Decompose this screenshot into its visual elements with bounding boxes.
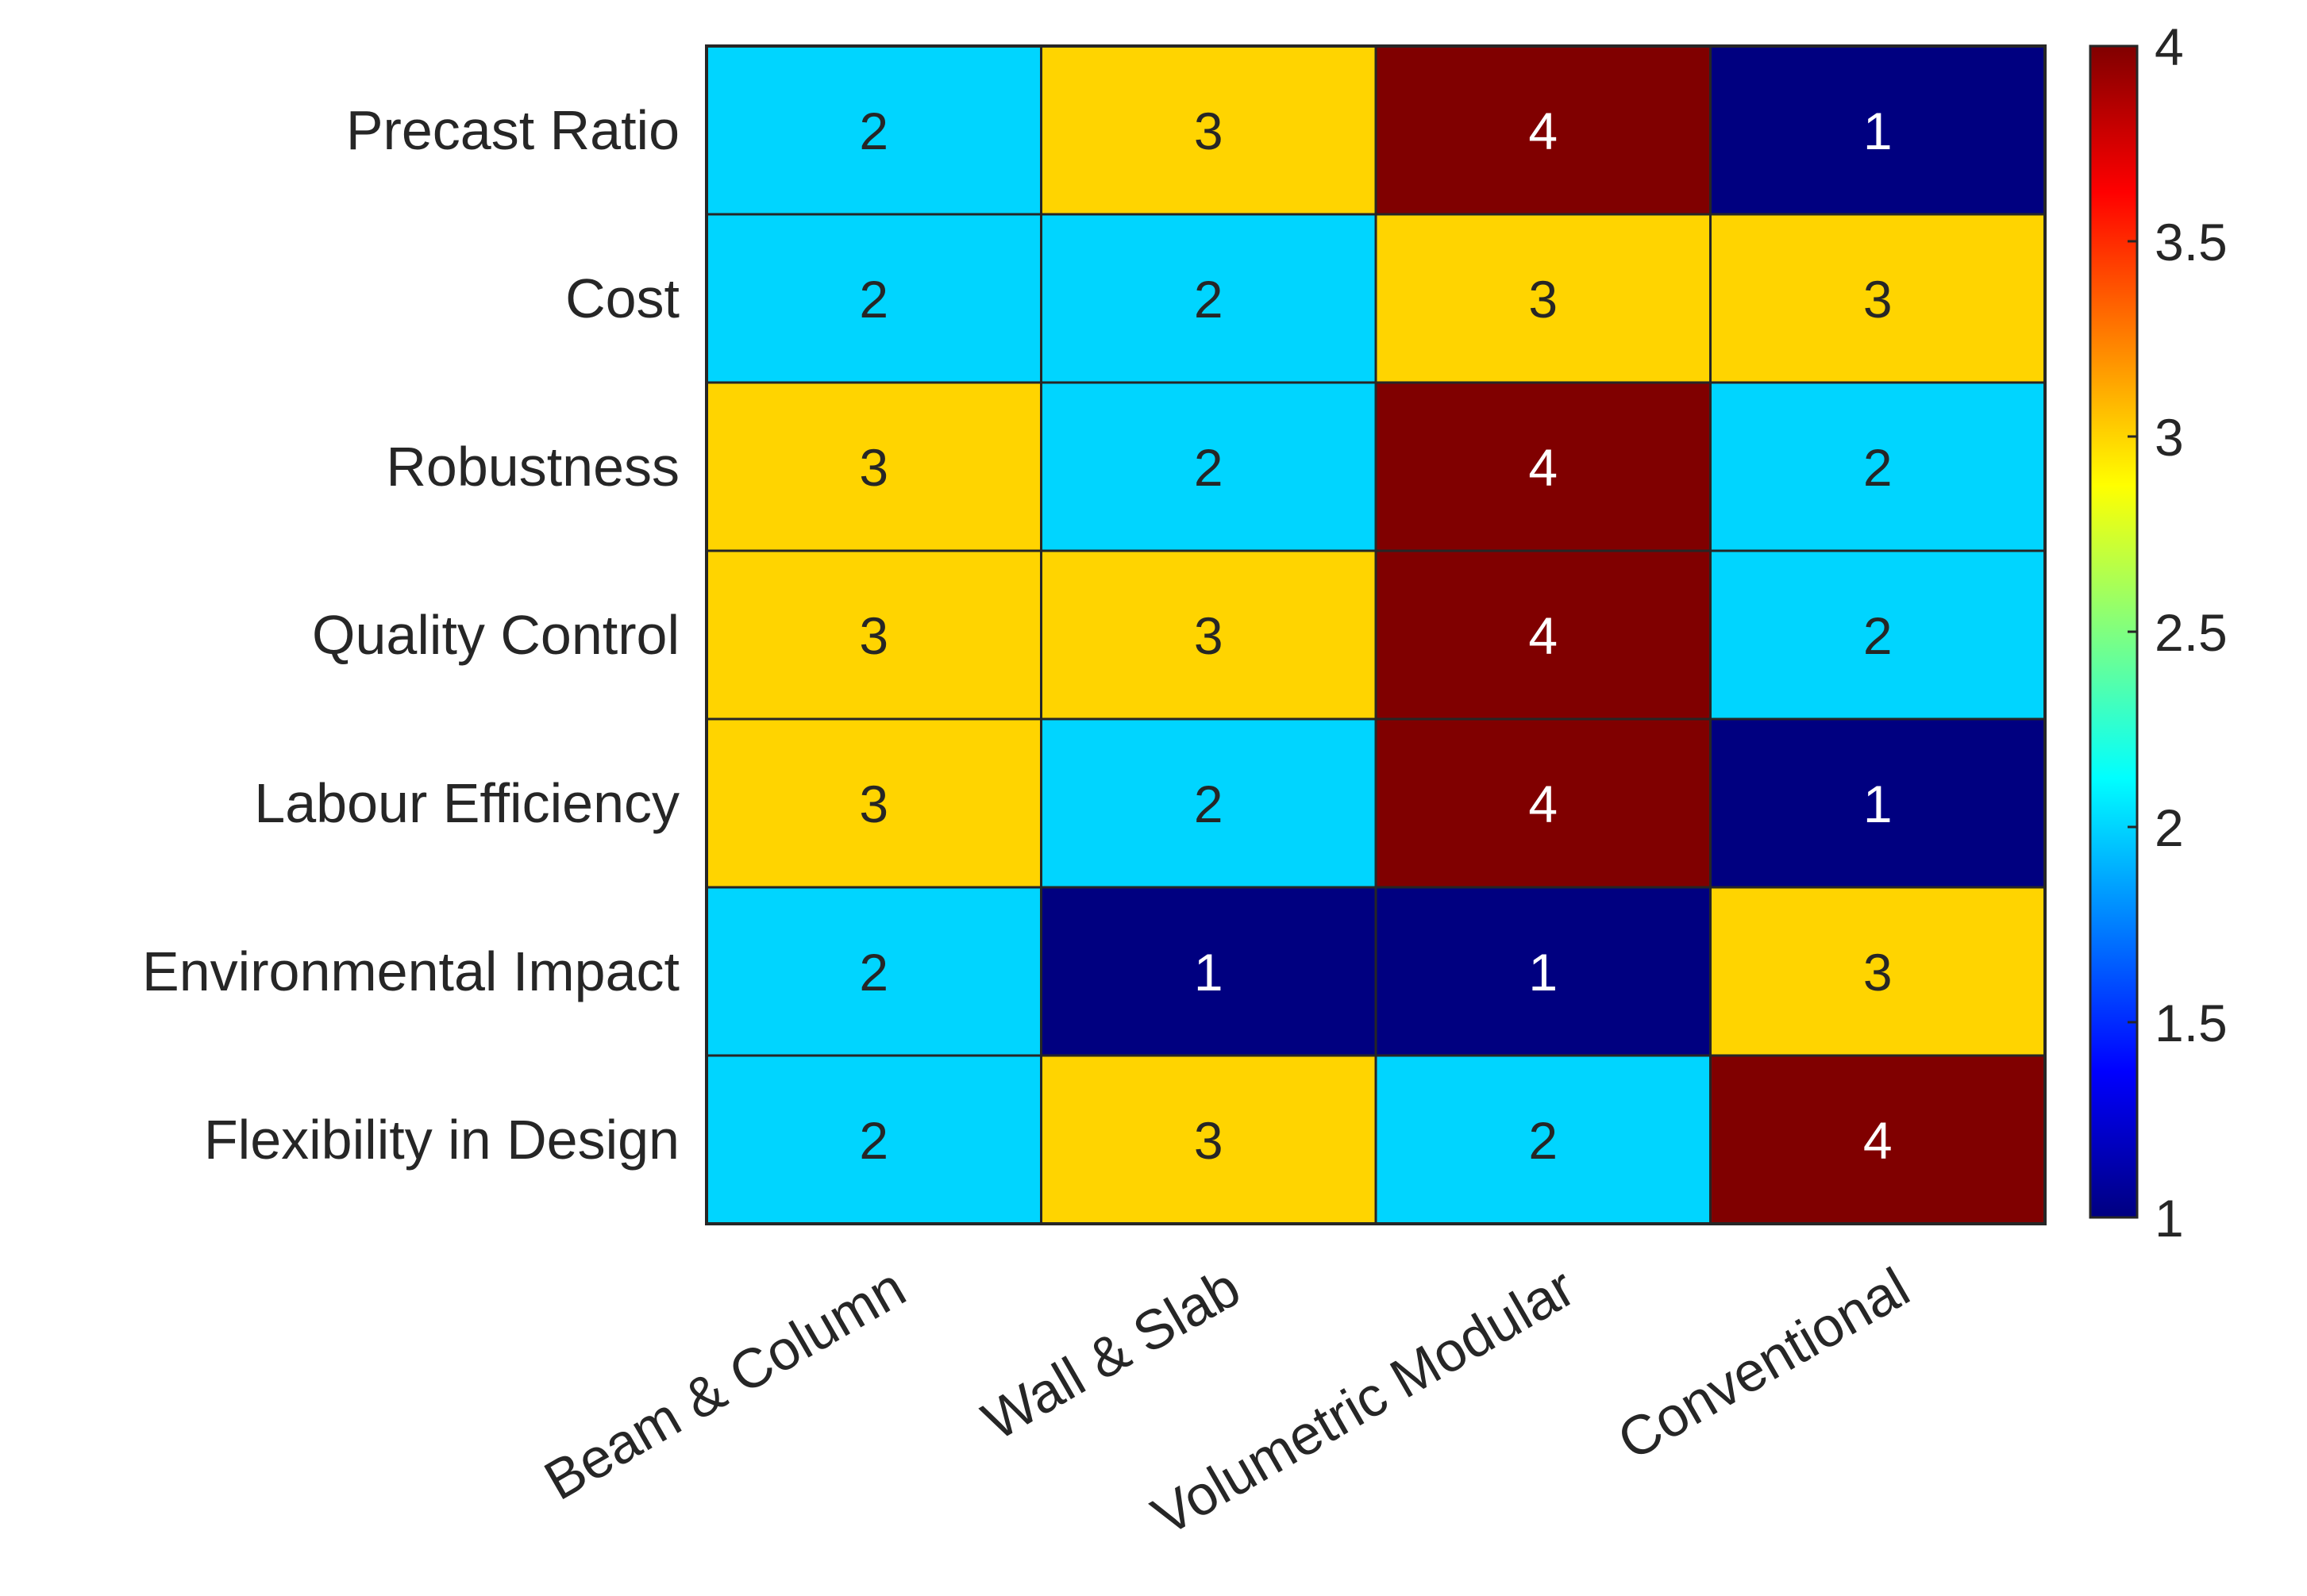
colorbar: 1 1.5 2 2.5 3 3.5 4 xyxy=(2089,17,2228,1248)
heatmap-cell xyxy=(705,213,1042,384)
heatmap-cell xyxy=(705,717,1042,889)
heatmap-cell xyxy=(1709,44,2047,216)
cell-value-label: 2 xyxy=(1863,606,1893,665)
cell-value-label: 2 xyxy=(1194,270,1223,329)
row-label: Cost xyxy=(565,267,680,329)
heatmap-cell xyxy=(1040,717,1377,889)
row-label: Quality Control xyxy=(312,604,680,666)
heatmap-cell-labels: 2 3 4 1 2 2 3 3 3 2 4 2 3 3 4 2 3 2 4 1 2 1 1 3 2 3 2 4 xyxy=(859,102,1892,1170)
heatmap-cell xyxy=(1374,549,1712,721)
cell-value-label: 3 xyxy=(859,775,888,833)
colorbar-tick-label: 2 xyxy=(2155,798,2184,857)
row-labels: Precast Ratio Cost Robustness Quality Contr… xyxy=(142,99,680,1171)
colorbar-tick-label: 3 xyxy=(2155,408,2184,467)
cell-value-label: 2 xyxy=(859,943,888,1002)
cell-value-label: 1 xyxy=(1863,775,1893,833)
row-label: Precast Ratio xyxy=(346,99,680,161)
cell-value-label: 2 xyxy=(1194,438,1223,497)
cell-value-label: 3 xyxy=(859,438,888,497)
heatmap-cells xyxy=(705,44,2047,1225)
cell-value-label: 2 xyxy=(1863,438,1893,497)
row-label: Labour Efficiency xyxy=(254,772,680,834)
cell-value-label: 2 xyxy=(1194,775,1223,833)
colorbar-tick-label: 2.5 xyxy=(2155,603,2228,662)
cell-value-label: 2 xyxy=(859,1111,888,1170)
heatmap-cell xyxy=(1040,213,1377,384)
cell-value-label: 4 xyxy=(1528,102,1558,160)
column-label: Conventional xyxy=(1608,1256,1920,1471)
heatmap-cell xyxy=(1709,213,2047,384)
cell-value-label: 2 xyxy=(1528,1111,1558,1170)
heatmap-cell xyxy=(1374,886,1712,1057)
heatmap-cell xyxy=(705,886,1042,1057)
cell-value-label: 3 xyxy=(1194,606,1223,665)
heatmap-cell xyxy=(1040,44,1377,216)
row-label: Environmental Impact xyxy=(142,940,680,1002)
cell-value-label: 3 xyxy=(1863,270,1893,329)
heatmap-border xyxy=(705,44,2047,1225)
heatmap-cell xyxy=(1709,717,2047,889)
cell-value-label: 1 xyxy=(1194,943,1223,1002)
heatmap-cell xyxy=(1040,886,1377,1057)
heatmap-cell xyxy=(705,1054,1042,1225)
row-label: Flexibility in Design xyxy=(204,1109,680,1171)
column-label: Wall & Slab xyxy=(972,1256,1250,1452)
cell-value-label: 1 xyxy=(1863,102,1893,160)
heatmap-cell xyxy=(1709,381,2047,552)
cell-value-label: 1 xyxy=(1528,943,1558,1002)
heatmap-cell xyxy=(1709,549,2047,721)
cell-value-label: 4 xyxy=(1528,606,1558,665)
colorbar-tick-label: 3.5 xyxy=(2155,213,2228,271)
heatmap-cell xyxy=(1709,1054,2047,1225)
heatmap-cell xyxy=(1374,1054,1712,1225)
heatmap-cell xyxy=(1374,717,1712,889)
cell-value-label: 2 xyxy=(859,270,888,329)
heatmap-cell xyxy=(1040,549,1377,721)
heatmap-cell xyxy=(705,549,1042,721)
colorbar-tick-label: 1 xyxy=(2155,1189,2184,1248)
column-label: Beam & Column xyxy=(534,1256,915,1511)
cell-value-label: 3 xyxy=(1194,1111,1223,1170)
cell-value-label: 3 xyxy=(1194,102,1223,160)
heatmap-cell xyxy=(1040,381,1377,552)
row-label: Robustness xyxy=(386,436,680,498)
cell-value-label: 4 xyxy=(1528,775,1558,833)
heatmap-cell xyxy=(705,44,1042,216)
colorbar-tick-label: 4 xyxy=(2155,17,2184,76)
cell-value-label: 4 xyxy=(1863,1111,1893,1170)
cell-value-label: 3 xyxy=(859,606,888,665)
cell-value-label: 3 xyxy=(1528,270,1558,329)
cell-value-label: 3 xyxy=(1863,943,1893,1002)
cell-value-label: 2 xyxy=(859,102,888,160)
cell-value-label: 4 xyxy=(1528,438,1558,497)
colorbar-tick-label: 1.5 xyxy=(2155,994,2228,1052)
